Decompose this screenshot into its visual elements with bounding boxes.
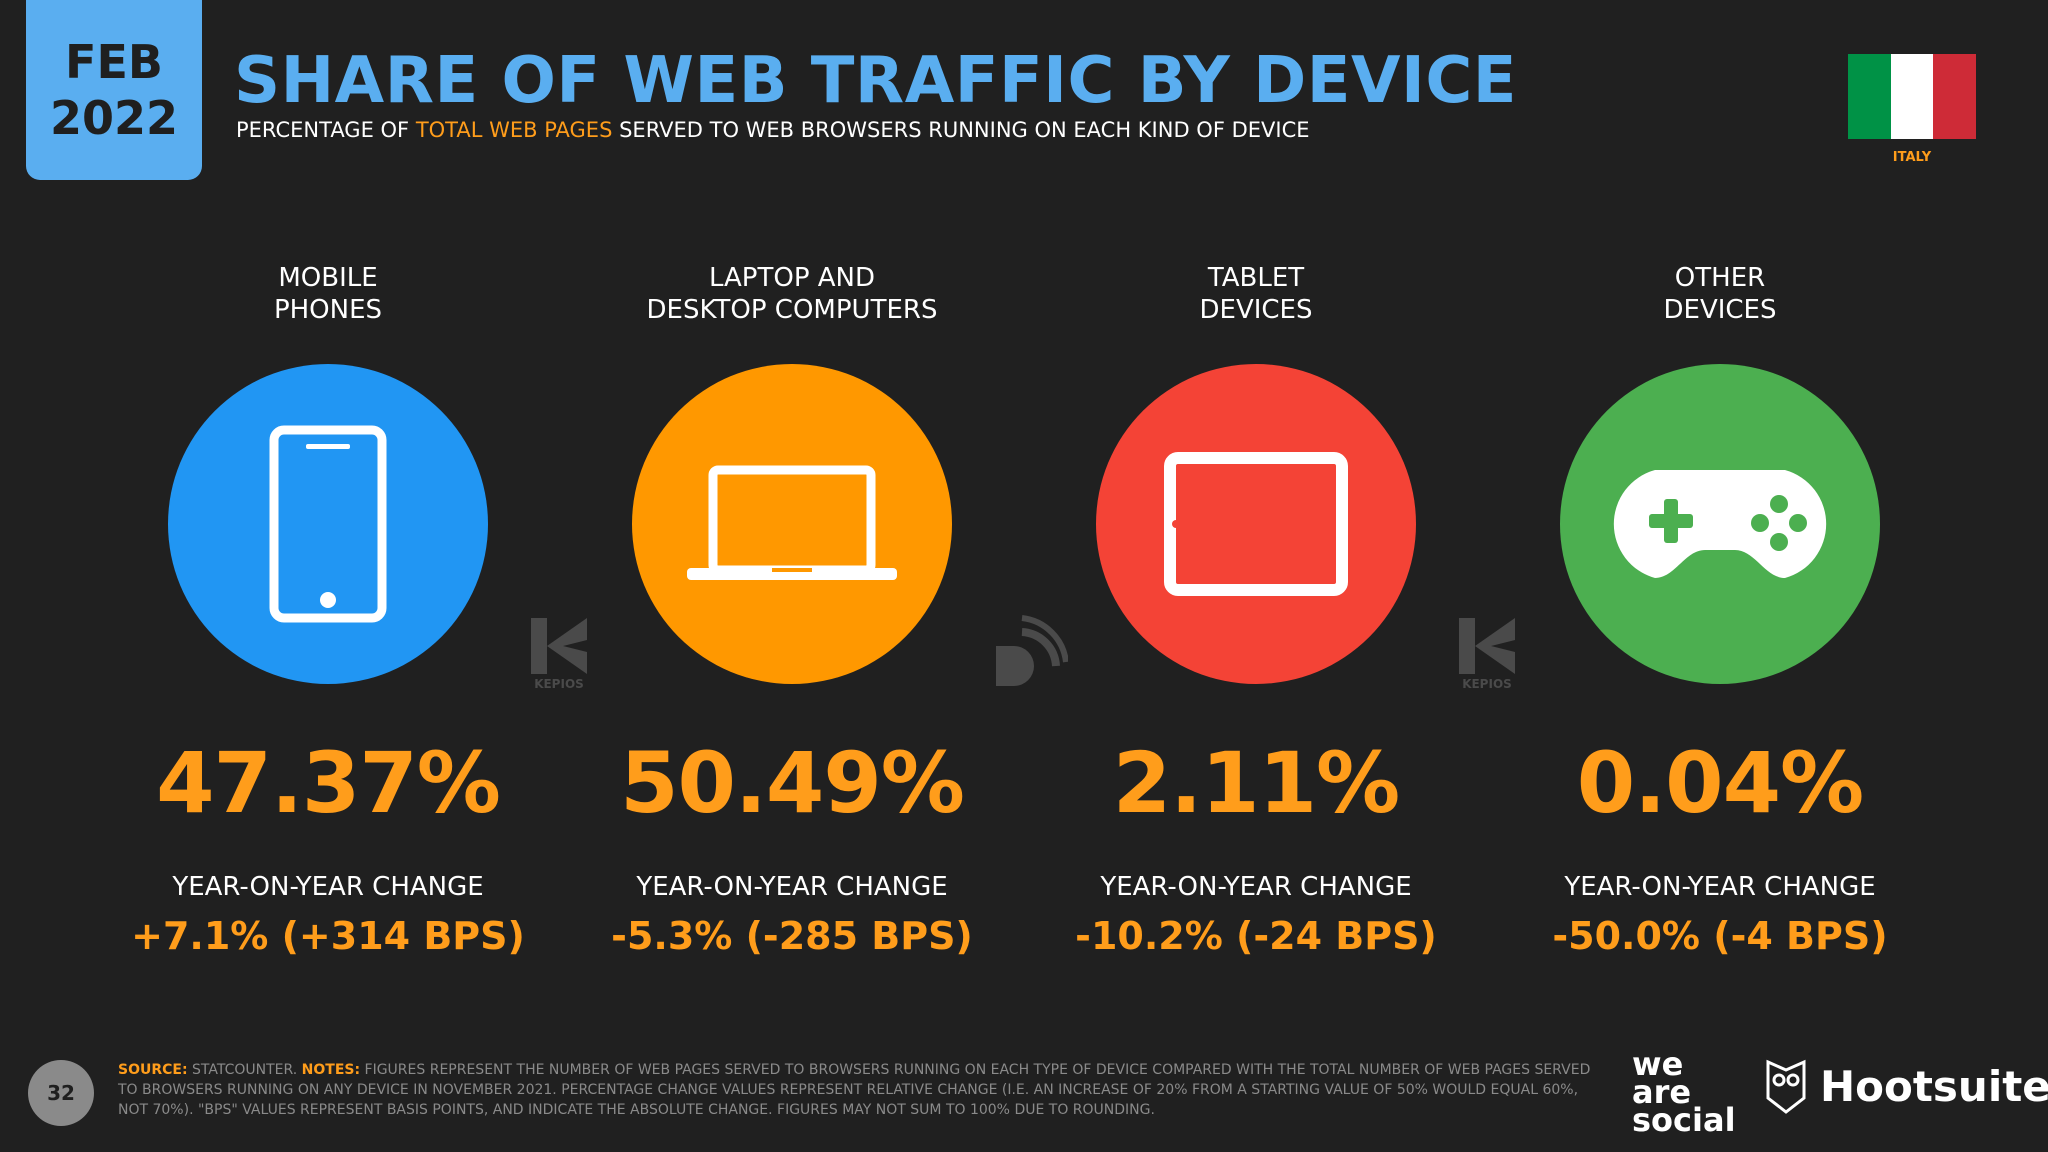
owl-icon xyxy=(1766,1059,1806,1114)
device-label: LAPTOP AND DESKTOP COMPUTERS xyxy=(647,262,938,326)
device-share: 0.04% xyxy=(1576,734,1864,832)
yoy-label: YEAR-ON-YEAR CHANGE xyxy=(1564,872,1876,902)
yoy-label: YEAR-ON-YEAR CHANGE xyxy=(172,872,484,902)
logo-line: are xyxy=(1632,1073,1692,1111)
device-label-line2: PHONES xyxy=(273,295,383,325)
country-label: ITALY xyxy=(1892,150,1932,165)
flag-stripe-green xyxy=(1848,54,1891,139)
footer-notes: SOURCE: STATCOUNTER. NOTES: FIGURES REPR… xyxy=(118,1060,1598,1120)
page-subtitle: PERCENTAGE OF TOTAL WEB PAGES SERVED TO … xyxy=(236,118,1310,142)
tablet-icon xyxy=(1164,452,1348,596)
device-circle xyxy=(1560,364,1880,684)
device-circle xyxy=(1096,364,1416,684)
device-column-tablet: TABLET DEVICES 2.11% YEAR-ON-YEAR CHANGE… xyxy=(1036,262,1476,958)
flag-stripe-white xyxy=(1890,54,1934,139)
device-circle xyxy=(632,364,952,684)
device-circle xyxy=(168,364,488,684)
device-label: TABLET DEVICES xyxy=(1200,262,1313,326)
date-badge: FEB 2022 xyxy=(26,0,202,180)
kepios-watermark: KEPIOS xyxy=(1457,618,1517,691)
device-label-line1: OTHER xyxy=(1674,263,1766,293)
device-label-line1: LAPTOP AND xyxy=(708,263,876,293)
logo-line: social xyxy=(1632,1101,1736,1139)
hootsuite-wordmark: Hootsuite xyxy=(1820,1061,2048,1111)
mobile-phone-icon xyxy=(269,425,387,623)
subtitle-highlight: TOTAL WEB PAGES xyxy=(415,118,613,142)
device-label-line2: DESKTOP COMPUTERS xyxy=(646,295,938,325)
flag-stripe-red xyxy=(1933,54,1977,139)
date-year: 2022 xyxy=(49,91,179,145)
yoy-label: YEAR-ON-YEAR CHANGE xyxy=(636,872,948,902)
yoy-value: -10.2% (-24 BPS) xyxy=(1075,914,1437,958)
kepios-watermark: KEPIOS xyxy=(529,618,589,691)
we-are-social-logo: we are social xyxy=(1632,1045,1736,1139)
kepios-logo-icon xyxy=(531,618,587,674)
device-share: 50.49% xyxy=(620,734,965,832)
kepios-label: KEPIOS xyxy=(534,677,584,691)
yoy-value: +7.1% (+314 BPS) xyxy=(131,914,525,958)
page-title: SHARE OF WEB TRAFFIC BY DEVICE xyxy=(234,44,1517,118)
device-label-line2: DEVICES xyxy=(1199,295,1313,325)
device-column-laptop: LAPTOP AND DESKTOP COMPUTERS 50.49% YEAR… xyxy=(572,262,1012,958)
page-number: 32 xyxy=(28,1060,94,1126)
gamepad-icon xyxy=(1613,470,1827,578)
source-label: SOURCE: xyxy=(118,1062,188,1078)
date-month: FEB xyxy=(65,35,163,89)
device-label-line1: MOBILE xyxy=(278,263,378,293)
italy-flag xyxy=(1848,54,1977,139)
device-label: OTHER DEVICES xyxy=(1664,262,1777,326)
device-share: 47.37% xyxy=(156,734,501,832)
hootsuite-logo: Hootsuite xyxy=(1764,1058,2048,1114)
device-share: 2.11% xyxy=(1112,734,1400,832)
kepios-logo-icon xyxy=(1459,618,1515,674)
device-label-line1: TABLET xyxy=(1207,263,1305,293)
yoy-value: -50.0% (-4 BPS) xyxy=(1552,914,1888,958)
laptop-icon xyxy=(687,465,897,580)
kepios-label: KEPIOS xyxy=(1462,677,1512,691)
device-label: MOBILE PHONES xyxy=(274,262,382,326)
subtitle-pre: PERCENTAGE OF xyxy=(236,118,416,142)
logo-line: we xyxy=(1632,1045,1684,1083)
source-text: STATCOUNTER. xyxy=(187,1062,302,1078)
notes-text: FIGURES REPRESENT THE NUMBER OF WEB PAGE… xyxy=(118,1062,1591,1118)
yoy-label: YEAR-ON-YEAR CHANGE xyxy=(1100,872,1412,902)
device-label-line2: DEVICES xyxy=(1663,295,1777,325)
subtitle-post: SERVED TO WEB BROWSERS RUNNING ON EACH K… xyxy=(612,118,1310,142)
device-column-other: OTHER DEVICES 0.04% YEAR-ON-YEAR CHANGE … xyxy=(1500,262,1940,958)
device-column-mobile: MOBILE PHONES 47.37% YEAR-ON-YEAR CHANGE… xyxy=(108,262,548,958)
datareportal-watermark xyxy=(992,614,1069,694)
datareportal-logo-icon xyxy=(996,615,1069,686)
notes-label: NOTES: xyxy=(301,1062,361,1078)
yoy-value: -5.3% (-285 BPS) xyxy=(611,914,973,958)
